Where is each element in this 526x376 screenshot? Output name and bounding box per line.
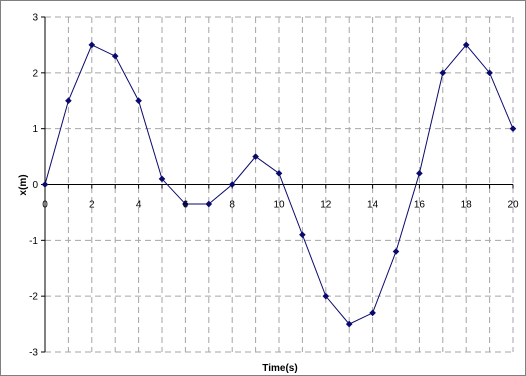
data-point-2 [88,41,96,49]
data-point-10 [275,170,283,177]
data-point-13 [345,320,353,328]
x-tick-label: 14 [367,200,379,211]
data-point-12 [322,292,330,300]
data-point-8 [228,181,236,188]
data-point-5 [158,175,166,183]
data-point-3 [111,52,119,60]
data-point-9 [252,153,259,160]
x-tick-label: 10 [273,200,285,211]
y-tick-label: -1 [29,236,38,247]
data-point-18 [462,41,470,49]
data-point-11 [299,231,306,239]
data-point-0 [41,181,49,188]
x-tick-label: 2 [89,200,95,211]
x-axis-title: Time(s) [262,363,297,374]
x-tick-label: 4 [136,200,142,211]
y-tick-label: 1 [32,124,38,135]
x-tick-label: 18 [461,200,473,211]
x-tick-label: 0 [42,200,48,211]
data-point-20 [509,125,517,132]
data-point-6 [182,200,189,208]
data-point-7 [205,200,213,208]
x-tick-label: 16 [414,200,426,211]
series-layer [41,41,517,328]
data-point-15 [392,248,400,255]
x-tick-label: 8 [229,200,235,211]
y-axis-title: x(m) [18,174,29,195]
x-tick-label: 20 [507,200,519,211]
data-point-16 [416,170,423,177]
y-tick-label: -2 [29,292,38,303]
y-tick-label: -3 [29,348,38,359]
y-tick-label: 2 [32,68,38,79]
x-tick-label: 12 [320,200,332,211]
x-tick-label: 6 [183,200,189,211]
data-point-19 [486,69,493,77]
y-tick-label: 3 [32,13,38,24]
data-point-1 [65,97,72,105]
data-point-4 [135,97,142,105]
y-tick-label: 0 [32,180,38,191]
data-point-14 [369,309,376,317]
data-point-17 [439,69,447,77]
